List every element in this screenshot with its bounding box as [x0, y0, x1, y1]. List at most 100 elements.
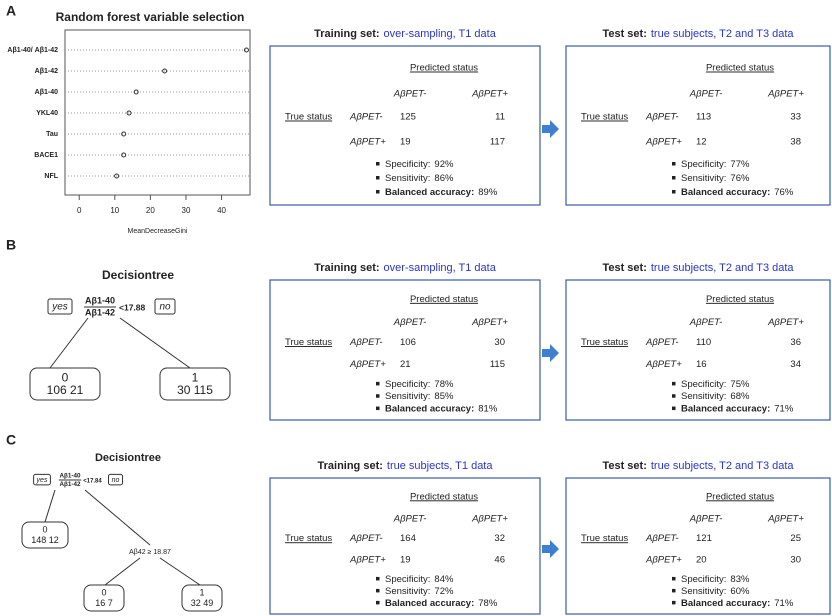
metric-name: Balanced accuracy: — [681, 403, 770, 414]
x-tick-label: 30 — [182, 206, 191, 215]
tree-edge — [159, 557, 201, 586]
table-text: AβPET+ — [471, 514, 508, 525]
table-text: Specificity: 84% — [385, 573, 454, 584]
table-text: 113 — [696, 112, 711, 123]
metric-value: 76% — [774, 187, 794, 198]
table-text: AβPET- — [349, 112, 383, 123]
table-text: 125 — [400, 112, 416, 123]
metric-name: Sensitivity: — [385, 391, 430, 402]
bullet — [376, 406, 380, 411]
x-tick-label: 40 — [217, 206, 226, 215]
title-bold: Test set: — [602, 262, 646, 274]
table-text: 33 — [790, 112, 801, 123]
metric-name: Specificity: — [385, 159, 430, 170]
metric-name: Specificity: — [681, 573, 726, 584]
arrows — [542, 120, 559, 558]
table-text: True status — [285, 112, 332, 123]
bullet — [672, 576, 676, 581]
table-box — [565, 279, 831, 421]
table-text: 117 — [490, 137, 505, 148]
tree-text: 148 12 — [31, 535, 59, 545]
table-text: Balanced accuracy: 71% — [681, 597, 794, 608]
table-text: Sensitivity: 76% — [681, 173, 750, 184]
table-text: AβPET+ — [645, 137, 682, 148]
x-tick-label: 0 — [77, 206, 82, 215]
tree-box — [83, 584, 125, 612]
table-title: Training set: true subjects, T1 data — [318, 460, 494, 472]
tree-text: 32 49 — [191, 598, 214, 608]
table-text: AβPET+ — [349, 555, 386, 566]
table-text: AβPET+ — [349, 137, 386, 148]
bullet — [672, 190, 676, 194]
y-tick-label: Aβ1-40 — [35, 89, 58, 96]
tree-text: yes — [51, 302, 68, 313]
table-text: True status — [581, 112, 628, 123]
metric-value: 85% — [434, 391, 454, 402]
metric-value: 75% — [730, 378, 750, 389]
metric-value: 78% — [434, 378, 454, 389]
dot — [243, 47, 249, 53]
x-tick-label: 20 — [146, 206, 155, 215]
metric-value: 68% — [730, 391, 750, 402]
tree-text: Aβ1-40 — [85, 295, 115, 305]
table-text: Specificity: 92% — [385, 159, 454, 170]
table-text: 34 — [790, 359, 801, 370]
bullet — [376, 190, 380, 194]
table-text: AβPET- — [349, 533, 383, 544]
x-tick-label: 10 — [110, 206, 119, 215]
table-text: AβPET+ — [767, 317, 804, 328]
table-text: True status — [285, 337, 332, 348]
table-text: Predicted status — [706, 491, 774, 502]
y-tick-label: Tau — [46, 131, 58, 138]
bullet — [376, 600, 380, 605]
dot — [121, 152, 127, 158]
table-text: 115 — [490, 359, 505, 370]
table-text: AβPET- — [393, 514, 427, 525]
table-text: Balanced accuracy: 89% — [385, 187, 498, 198]
tree-text: Decisiontree — [102, 268, 174, 282]
tree-text: 1 — [199, 588, 204, 598]
table-text: Sensitivity: 85% — [385, 391, 454, 402]
dot — [162, 68, 168, 74]
dot — [133, 89, 139, 95]
panel-label: B — [6, 237, 16, 253]
tree-text: 0 — [101, 588, 106, 598]
table-text: 106 — [400, 337, 416, 348]
metric-name: Specificity: — [681, 159, 726, 170]
table-text: Predicted status — [410, 491, 478, 502]
table-text: True status — [581, 337, 628, 348]
table-text: AβPET+ — [645, 359, 682, 370]
metric-name: Specificity: — [385, 573, 430, 584]
metric-name: Specificity: — [681, 378, 726, 389]
metric-value: 72% — [434, 585, 454, 596]
title-rest: true subjects, T2 and T3 data — [651, 28, 795, 40]
table-text: Balanced accuracy: 71% — [681, 403, 794, 414]
arrow — [542, 120, 559, 138]
y-tick-label: Aβ1-42 — [35, 68, 58, 75]
table-text: 121 — [696, 533, 712, 544]
table-text: AβPET+ — [349, 359, 386, 370]
table-text: Specificity: 78% — [385, 378, 454, 389]
tree-text: 106 21 — [47, 383, 84, 397]
tree-text: Aβ42 ≥ 18.87 — [129, 549, 171, 556]
tree-edge — [104, 557, 141, 586]
table-text: 164 — [400, 533, 416, 544]
table-box — [565, 45, 831, 206]
table-text: 30 — [790, 555, 801, 566]
metric-value: 81% — [478, 403, 498, 414]
metric-value: 83% — [730, 573, 750, 584]
table-box — [269, 279, 541, 421]
table-text: Sensitivity: 86% — [385, 173, 454, 184]
table-text: Predicted status — [706, 63, 774, 74]
metric-value: 77% — [730, 159, 750, 170]
tree-box — [181, 584, 223, 612]
panel-label: C — [6, 432, 16, 448]
table-text: Predicted status — [410, 294, 478, 305]
title-rest: true subjects, T2 and T3 data — [651, 262, 795, 274]
tree-edge — [84, 489, 151, 546]
tree-text: no — [159, 302, 171, 313]
y-tick-label: NFL — [44, 173, 58, 180]
metric-value: 89% — [478, 187, 498, 198]
